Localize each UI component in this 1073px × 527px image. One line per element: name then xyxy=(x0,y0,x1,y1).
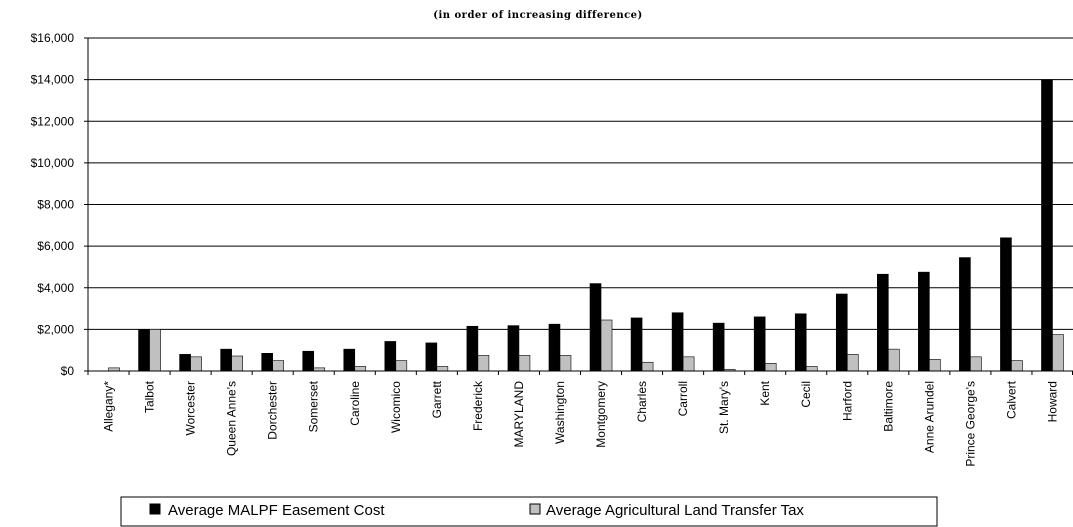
category-label: Queen Anne's xyxy=(225,381,239,456)
legend-label-malpf: Average MALPF Easement Cost xyxy=(168,502,385,519)
category-label: Kent xyxy=(758,380,772,405)
legend-swatch-malpf xyxy=(149,503,161,515)
legend-box xyxy=(120,496,938,527)
legend: Average MALPF Easement Cost Average Agri… xyxy=(120,496,938,527)
bar-malpf-easement-cost xyxy=(589,283,602,372)
bar-malpf-easement-cost xyxy=(138,329,150,372)
bar-malpf-easement-cost xyxy=(384,341,397,372)
bar-malpf-easement-cost xyxy=(630,317,643,372)
bar-malpf-easement-cost xyxy=(302,350,315,372)
bar-malpf-easement-cost xyxy=(835,293,848,372)
bar-transfer-tax xyxy=(272,360,284,372)
bar-malpf-easement-cost xyxy=(877,273,889,372)
bar-transfer-tax xyxy=(149,329,161,372)
y-tick-label: $14,000 xyxy=(31,73,75,87)
category-label: Somerset xyxy=(307,380,321,432)
axes xyxy=(87,38,1073,375)
category-label: Dorchester xyxy=(266,381,280,440)
bar-transfer-tax xyxy=(764,362,777,372)
bar-malpf-easement-cost xyxy=(1041,79,1053,372)
gridlines xyxy=(84,37,1073,372)
bar-transfer-tax xyxy=(436,366,449,372)
y-tick-label: $10,000 xyxy=(31,156,75,170)
category-label: Prince George's xyxy=(963,381,977,467)
category-label: Cecil xyxy=(799,381,813,408)
y-tick-label: $16,000 xyxy=(31,31,75,45)
bar-malpf-easement-cost xyxy=(425,342,438,372)
bars xyxy=(108,79,1064,372)
bar-transfer-tax xyxy=(1011,360,1023,372)
y-tick-label: $0 xyxy=(61,364,75,378)
y-tick-label: $2,000 xyxy=(37,322,74,336)
category-label: St. Mary's xyxy=(717,381,731,434)
bar-malpf-easement-cost xyxy=(959,257,971,372)
category-label: Harford xyxy=(840,381,854,421)
category-label: Howard xyxy=(1045,381,1059,422)
category-label: Carroll xyxy=(676,381,690,416)
bar-malpf-easement-cost xyxy=(794,313,807,372)
bar-malpf-easement-cost xyxy=(179,354,191,372)
bar-transfer-tax xyxy=(395,360,408,372)
x-axis-categories: Allegany* Talbot Worcester Queen Anne's Dorc… xyxy=(102,380,1060,467)
bar-transfer-tax xyxy=(846,354,859,372)
category-label: Charles xyxy=(635,381,649,422)
y-axis-ticks: $0 $2,000 $4,000 $6,000 $8,000 $10,000 $12,000… xyxy=(31,31,75,378)
category-label: Worcester xyxy=(184,381,198,435)
bar-transfer-tax xyxy=(805,366,818,372)
bar-transfer-tax xyxy=(682,356,695,372)
y-tick-label: $6,000 xyxy=(37,239,74,253)
category-label: Wicomico xyxy=(389,381,403,433)
y-tick-label: $4,000 xyxy=(37,281,74,295)
bar-malpf-easement-cost xyxy=(1000,237,1012,372)
category-label: Garrett xyxy=(430,380,444,418)
bar-transfer-tax xyxy=(970,356,982,372)
category-label: Baltimore xyxy=(881,381,895,432)
category-label: Calvert xyxy=(1004,380,1018,419)
category-label: Washington xyxy=(553,381,567,444)
category-label: Frederick xyxy=(471,380,485,431)
bar-malpf-easement-cost xyxy=(918,271,930,372)
bar-transfer-tax xyxy=(641,361,654,372)
y-tick-label: $8,000 xyxy=(37,198,74,212)
bar-malpf-easement-cost xyxy=(507,325,520,372)
bar-malpf-easement-cost xyxy=(712,322,725,372)
bar-transfer-tax xyxy=(477,355,490,372)
category-label: MARYLAND xyxy=(512,381,526,448)
category-label: Caroline xyxy=(348,381,362,426)
bar-transfer-tax xyxy=(888,348,900,372)
bar-transfer-tax xyxy=(354,366,367,372)
bar-malpf-easement-cost xyxy=(466,325,479,372)
bar-transfer-tax xyxy=(231,355,243,372)
bar-malpf-easement-cost xyxy=(753,316,766,372)
bar-malpf-easement-cost xyxy=(220,348,232,372)
bar-malpf-easement-cost xyxy=(671,312,684,372)
category-label: Montgomery xyxy=(594,381,608,448)
bar-transfer-tax xyxy=(1052,334,1064,372)
bar-malpf-easement-cost xyxy=(343,348,356,372)
legend-label-transfer-tax: Average Agricultural Land Transfer Tax xyxy=(546,502,804,519)
chart-subtitle: (in order of increasing difference) xyxy=(433,10,643,21)
legend-swatch-transfer-tax xyxy=(529,503,541,515)
bar-transfer-tax xyxy=(559,355,572,372)
category-label: Allegany* xyxy=(102,381,116,432)
bar-malpf-easement-cost xyxy=(548,323,561,372)
bar-transfer-tax xyxy=(518,355,531,372)
bar-transfer-tax xyxy=(190,356,202,372)
bar-transfer-tax xyxy=(600,319,613,372)
y-tick-label: $12,000 xyxy=(31,114,75,128)
category-label: Talbot xyxy=(143,380,157,413)
bar-transfer-tax xyxy=(929,359,941,372)
category-label: Anne Arundel xyxy=(922,381,936,453)
bar-malpf-easement-cost xyxy=(261,353,273,372)
